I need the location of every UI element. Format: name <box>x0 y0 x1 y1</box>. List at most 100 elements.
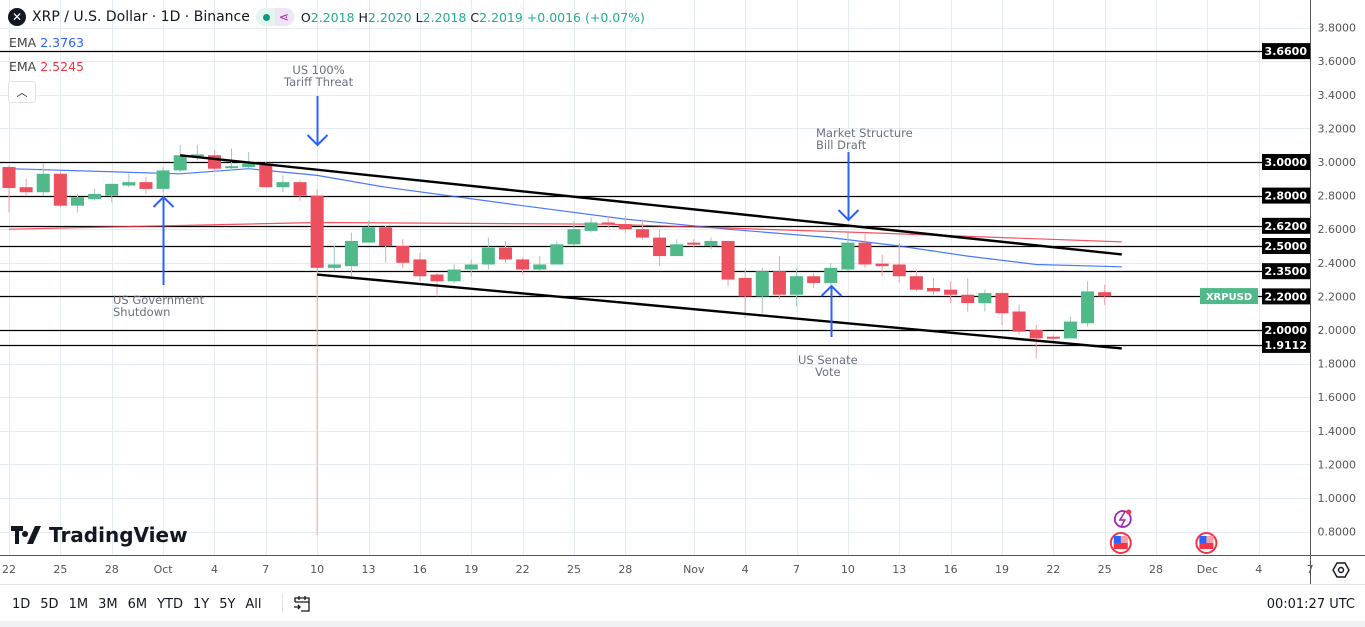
arrowhead-up-icon <box>820 284 843 297</box>
bottom-strip <box>0 621 1365 627</box>
candles <box>2 145 1112 535</box>
time-axis[interactable]: 22 25 28 Oct 4 7 10 13 16 19 22 25 28 Nov 4 7 10 13 16 19 22… <box>2 563 1314 576</box>
time-tick-label: Nov <box>683 563 705 576</box>
candle-up <box>567 229 581 245</box>
candle-down <box>772 271 786 295</box>
candle-up <box>464 264 478 270</box>
notification-dot <box>1126 509 1132 515</box>
tradingview-logo-icon <box>11 526 41 544</box>
status-pill[interactable]: ⋖ <box>255 8 295 26</box>
timeframe-1d-button[interactable]: 1D <box>12 597 31 612</box>
candle-down <box>738 277 752 297</box>
chevron-up-icon: ︿ <box>16 86 28 99</box>
collapse-legend-button[interactable]: ︿ <box>8 81 36 103</box>
candle-up <box>584 222 598 231</box>
candle-down <box>635 229 649 238</box>
chart-settings-button[interactable] <box>1332 562 1350 582</box>
candle-down <box>1012 311 1026 332</box>
go-to-date-button[interactable] <box>292 594 312 618</box>
candle-up <box>105 183 119 196</box>
lightning-bolt <box>1118 511 1127 528</box>
price-tick-label: 2.8000 <box>1318 190 1357 203</box>
price-tick-label: 1.0000 <box>1318 492 1357 505</box>
level-price-label-bg <box>1262 263 1310 280</box>
trend-line <box>180 154 1122 256</box>
annotation-tariff: US 100% Tariff Threat <box>284 63 354 89</box>
market-open-icon <box>262 13 270 21</box>
candle-down <box>618 224 632 230</box>
ema-legend-2[interactable]: EMA 2.5245 <box>9 59 84 74</box>
timeframe-5d-button[interactable]: 5D <box>40 597 59 612</box>
calendar-goto-icon <box>294 596 310 612</box>
lightning-news-icon[interactable] <box>1113 510 1132 528</box>
candle-up <box>362 227 376 243</box>
annotation-arrows <box>152 96 860 337</box>
price-tick-label: 3.2000 <box>1318 122 1357 135</box>
tradingview-logo[interactable]: TradingView <box>11 523 188 547</box>
timeframe-ytd-button[interactable]: YTD <box>157 597 183 612</box>
time-tick-label: 4 <box>1255 563 1262 576</box>
price-tick-label: 1.2000 <box>1318 458 1357 471</box>
time-tick-label: 22 <box>516 563 530 576</box>
level-price-label: 2.2000 <box>1265 290 1308 303</box>
last-price-badge[interactable] <box>1200 288 1258 305</box>
candle-down <box>53 173 67 206</box>
settings-icon <box>1332 562 1350 578</box>
level-price-label-bg <box>1262 154 1310 170</box>
candle-down <box>1098 292 1112 297</box>
level-price-label-bg <box>1262 238 1310 254</box>
time-tick-label: 28 <box>618 563 632 576</box>
time-tick-label: 10 <box>841 563 855 576</box>
timeframe-all-button[interactable]: All <box>245 597 262 612</box>
symbol-legend[interactable]: ✕ XRP / U.S. Dollar · 1D · Binance ⋖ O2.… <box>8 8 645 26</box>
candle-up <box>327 264 341 268</box>
price-tick-label: 3.8000 <box>1318 22 1357 35</box>
timeframe-6m-button[interactable]: 6M <box>127 597 148 612</box>
candle-up <box>1063 321 1077 339</box>
time-tick-label: 25 <box>1098 563 1112 576</box>
symbol-title[interactable]: XRP / U.S. Dollar · 1D · Binance <box>32 9 250 25</box>
time-tick-label: 13 <box>892 563 906 576</box>
timeframe-3m-button[interactable]: 3M <box>98 597 118 612</box>
time-tick-label: 7 <box>793 563 800 576</box>
price-axis[interactable]: 3.8000 3.6000 3.4000 3.2000 3.0000 2.8000 2.60… <box>1200 22 1356 539</box>
candle-down <box>498 247 512 260</box>
price-chart[interactable]: 3.8000 3.6000 3.4000 3.2000 3.0000 2.8000 2.60… <box>0 0 1365 584</box>
clock-timezone[interactable]: 00:01:27 UTC <box>1266 597 1355 612</box>
level-price-label-bg <box>1262 217 1310 234</box>
candle-up <box>225 166 239 169</box>
candle-up <box>70 197 84 206</box>
annotation-senate: US Senate Vote <box>798 353 858 379</box>
timeframe-5y-button[interactable]: 5Y <box>219 597 236 612</box>
candle-down <box>379 227 393 246</box>
candle-down <box>259 163 273 188</box>
ohlc-values: O2.2018 H2.2020 L2.2018 C2.2019 +0.0016 … <box>300 9 645 25</box>
candle-up <box>122 182 136 186</box>
annotation-shutdown: US Government Shutdown <box>113 293 205 319</box>
grid <box>0 0 1311 555</box>
toolbar-divider <box>282 593 283 613</box>
candle-up <box>36 173 50 193</box>
event-markers[interactable] <box>1109 509 1218 554</box>
candle-down <box>430 274 444 282</box>
candle-up <box>1081 291 1095 324</box>
bottom-toolbar: 1D 5D 1M 3M 6M YTD 1Y 5Y All 00:01:27 UTC <box>0 584 1365 622</box>
xrp-logo-icon: ✕ <box>8 8 26 26</box>
ema-legend-1[interactable]: EMA 2.3763 <box>9 35 84 50</box>
time-tick-label: 25 <box>53 563 67 576</box>
timeframe-1y-button[interactable]: 1Y <box>192 597 210 612</box>
level-price-label-bg <box>1262 288 1310 305</box>
trend-lines <box>180 154 1122 350</box>
price-tick-label: 2.4000 <box>1318 257 1357 270</box>
share-icon: ⋖ <box>274 8 293 26</box>
price-tick-label: 0.8000 <box>1318 526 1357 539</box>
ema-lines <box>8 168 1122 268</box>
ema-line <box>8 221 1122 243</box>
candle-down <box>858 242 872 265</box>
candle-down <box>961 294 975 304</box>
level-price-label: 2.0000 <box>1265 324 1308 337</box>
timeframe-1m-button[interactable]: 1M <box>68 597 89 612</box>
level-price-label-bg <box>1262 43 1310 60</box>
price-tick-label: 2.0000 <box>1318 324 1357 337</box>
price-tick-label: 3.4000 <box>1318 89 1357 102</box>
